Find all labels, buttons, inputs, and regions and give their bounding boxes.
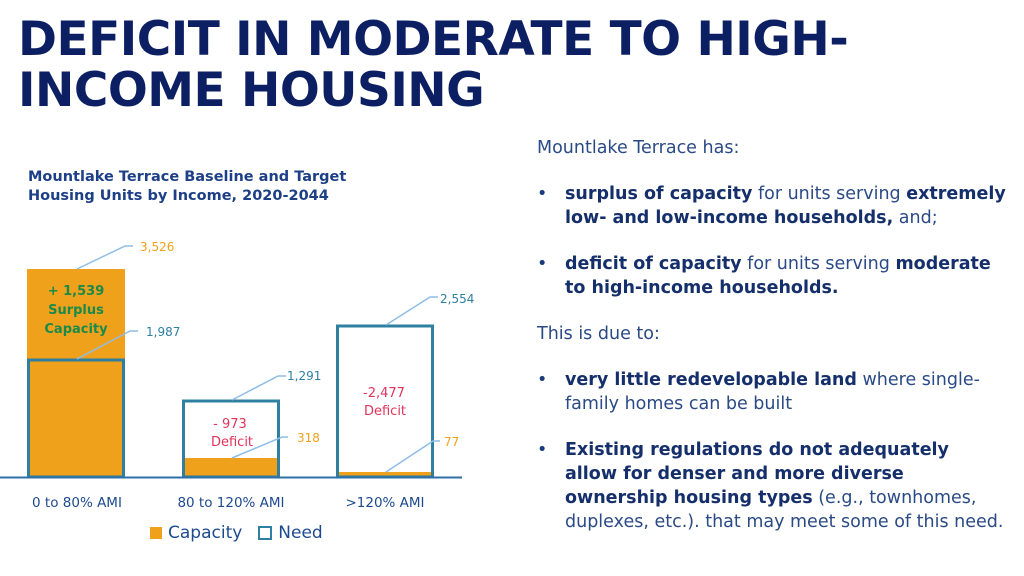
- need-value-label: 2,554: [440, 292, 474, 306]
- filled-square-icon: [150, 527, 162, 539]
- deficit-value: - 973: [213, 417, 247, 432]
- cause-intro-text: This is due to:: [537, 324, 660, 344]
- bold-text: moderate to high-income households.: [565, 254, 991, 298]
- surplus-label-2: Capacity: [44, 322, 108, 337]
- findings-list: surplus of capacity for units serving ex…: [537, 182, 1007, 300]
- chart-title: Mountlake Terrace Baseline and Target Ho…: [28, 168, 346, 206]
- surplus-value: + 1,539: [48, 284, 105, 299]
- finding-surplus: surplus of capacity for units serving ex…: [537, 182, 1007, 230]
- bar-group-0-to-80: + 1,539 Surplus Capacity 3,526 1,987: [27, 240, 180, 479]
- deficit-value: -2,477: [363, 386, 405, 401]
- x-tick-label-over-120: >120% AMI: [345, 495, 424, 511]
- need-leader-line: [385, 296, 438, 326]
- capacity-leader-line: [76, 245, 133, 270]
- need-value-label: 1,291: [287, 369, 321, 383]
- bold-text: Existing regulations do not adequately a…: [565, 440, 949, 508]
- legend-item-capacity: Capacity: [150, 523, 242, 543]
- plain-text: and;: [893, 208, 938, 228]
- capacity-leader-line: [231, 436, 288, 459]
- text-panel: Mountlake Terrace has: surplus of capaci…: [537, 136, 1007, 556]
- cause-regulations: Existing regulations do not adequately a…: [537, 438, 1007, 534]
- slide-title-line-2: INCOME HOUSING: [18, 63, 485, 118]
- need-leader-line: [231, 375, 286, 401]
- capacity-leader-line: [385, 440, 440, 473]
- capacity-value-label: 3,526: [140, 240, 174, 254]
- slide-title-line-1: DEFICIT IN MODERATE TO HIGH-: [18, 12, 849, 67]
- bar-group-over-120: -2,477 Deficit 2,554 77: [336, 292, 474, 479]
- x-tick-label-80-to-120: 80 to 120% AMI: [177, 495, 284, 511]
- x-tick-label-0-to-80: 0 to 80% AMI: [32, 495, 122, 511]
- causes-list: very little redevelopable land where sin…: [537, 368, 1007, 534]
- chart-title-line-1: Mountlake Terrace Baseline and Target: [28, 169, 347, 185]
- plain-text: for units serving: [752, 184, 907, 204]
- outlined-square-icon: [258, 526, 273, 540]
- chart-title-line-2: Housing Units by Income, 2020-2044: [28, 188, 329, 204]
- bar-group-80-to-120: - 973 Deficit 1,291 318: [182, 369, 321, 479]
- bold-text: surplus of capacity: [565, 184, 753, 204]
- surplus-label-1: Surplus: [48, 303, 104, 318]
- bar-chart: + 1,539 Surplus Capacity 3,526 1,987 - 9…: [0, 240, 474, 511]
- legend-label-need: Need: [278, 523, 323, 543]
- legend-label-capacity: Capacity: [168, 523, 243, 543]
- capacity-value-label: 77: [444, 435, 459, 449]
- capacity-value-label: 318: [297, 431, 320, 445]
- plain-text: where single-family homes can be built: [565, 370, 980, 414]
- intro-text: Mountlake Terrace has:: [537, 138, 740, 158]
- deficit-label: Deficit: [364, 404, 406, 419]
- need-leader-line: [76, 330, 138, 360]
- slide-title: DEFICIT IN MODERATE TO HIGH- INCOME HOUSI…: [18, 12, 849, 118]
- cause-land: very little redevelopable land where sin…: [537, 368, 1007, 416]
- deficit-label: Deficit: [211, 435, 253, 450]
- bold-text: deficit of capacity: [565, 254, 742, 274]
- capacity-bar: [183, 458, 279, 477]
- need-value-label: 1,987: [146, 325, 180, 339]
- chart-legend: Capacity Need: [150, 523, 323, 543]
- finding-deficit: deficit of capacity for units serving mo…: [537, 252, 1007, 300]
- need-bar-outline: [336, 324, 434, 479]
- capacity-bar: [337, 472, 433, 477]
- plain-text: for units serving: [741, 254, 896, 274]
- plain-text: (e.g., townhomes, duplexes, etc.). that …: [565, 488, 1004, 532]
- capacity-bar: [27, 269, 125, 477]
- legend-item-need: Need: [258, 523, 323, 543]
- bold-text: extremely low- and low-income households…: [565, 184, 1006, 228]
- bold-text: very little redevelopable land: [565, 370, 857, 390]
